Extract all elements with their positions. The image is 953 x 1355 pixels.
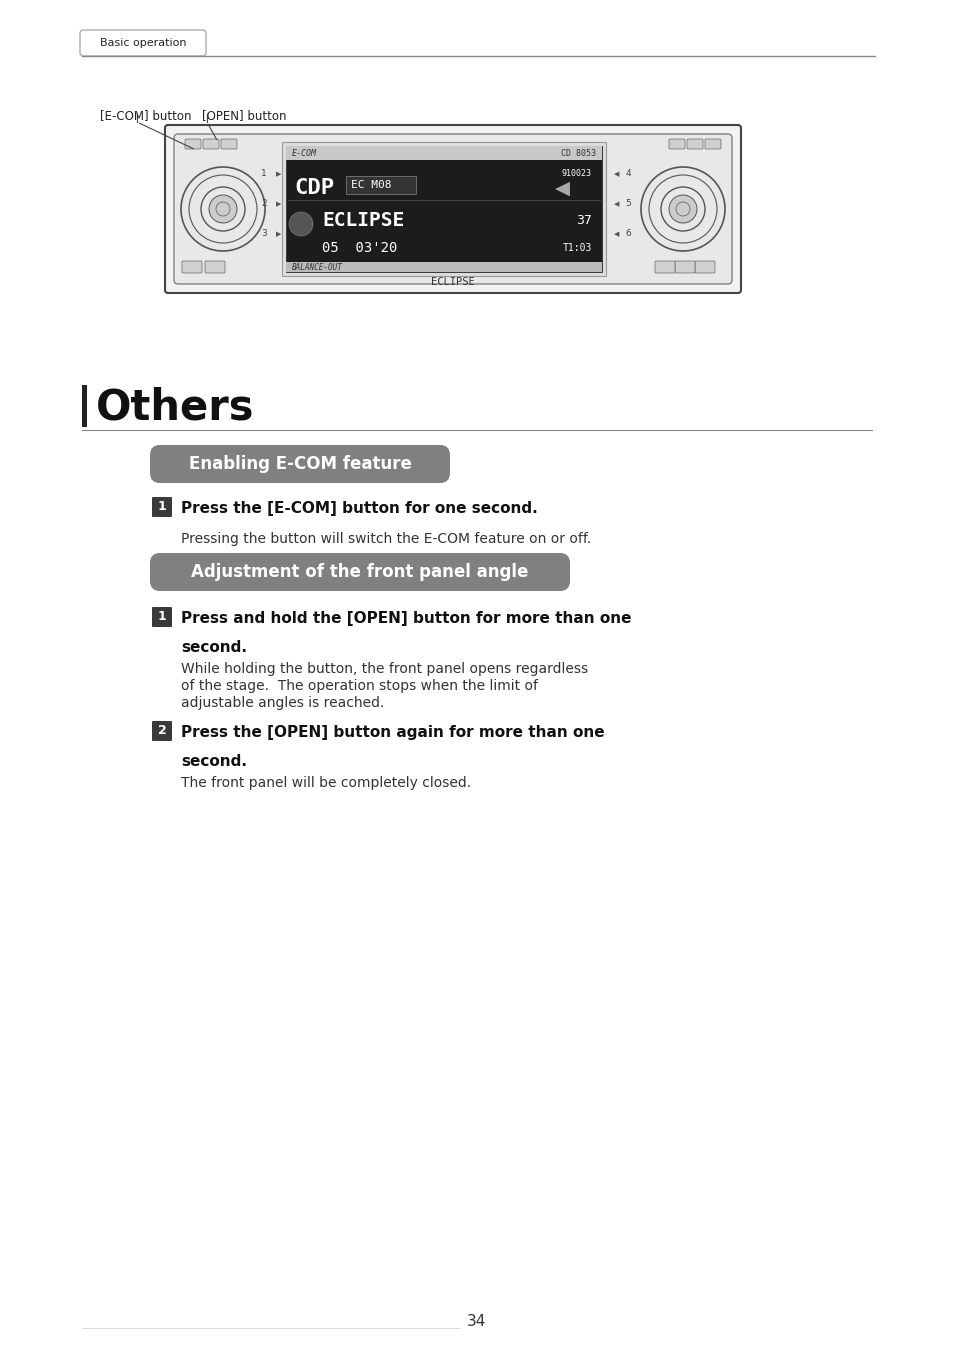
Text: second.: second. [181,753,247,770]
FancyBboxPatch shape [655,262,675,272]
Bar [282,142,605,276]
Text: Press the [OPEN] button again for more than one: Press the [OPEN] button again for more t… [181,725,604,740]
FancyBboxPatch shape [182,262,202,272]
Text: 2: 2 [261,199,267,209]
Text: ◀: ◀ [554,179,569,198]
FancyBboxPatch shape [205,262,225,272]
Text: ◀: ◀ [614,230,618,237]
FancyBboxPatch shape [221,140,236,149]
Text: Pressing the button will switch the E-COM feature on or off.: Pressing the button will switch the E-CO… [181,533,591,546]
Text: [E-COM] button: [E-COM] button [100,110,192,122]
Text: 05  03'20: 05 03'20 [322,241,397,255]
Text: ▶: ▶ [275,230,281,237]
Circle shape [676,202,689,215]
Text: The front panel will be completely closed.: The front panel will be completely close… [181,776,471,790]
Text: Adjustment of the front panel angle: Adjustment of the front panel angle [192,562,528,581]
Text: 5: 5 [624,199,630,209]
Text: BALANCE-OUT: BALANCE-OUT [292,263,342,271]
FancyBboxPatch shape [704,140,720,149]
FancyBboxPatch shape [695,262,714,272]
Text: 37: 37 [576,214,592,226]
FancyBboxPatch shape [675,262,695,272]
Circle shape [209,195,236,224]
FancyBboxPatch shape [80,30,206,56]
FancyBboxPatch shape [152,497,172,518]
FancyBboxPatch shape [150,553,569,591]
FancyBboxPatch shape [185,140,201,149]
Text: ▶: ▶ [275,171,281,178]
Text: 2: 2 [157,725,166,737]
Text: Basic operation: Basic operation [100,38,186,47]
Text: 3: 3 [261,229,267,238]
Text: Press and hold the [OPEN] button for more than one: Press and hold the [OPEN] button for mor… [181,611,631,626]
Circle shape [215,202,230,215]
Text: of the stage.  The operation stops when the limit of: of the stage. The operation stops when t… [181,679,537,692]
Text: ECLIPSE: ECLIPSE [431,276,475,287]
Text: CD 8053: CD 8053 [560,149,596,157]
Circle shape [289,211,313,236]
Bar [82,385,87,427]
FancyBboxPatch shape [668,140,684,149]
Text: Enabling E-COM feature: Enabling E-COM feature [189,455,411,473]
Text: CDP: CDP [294,178,334,198]
Text: ◀: ◀ [614,201,618,207]
Text: ▶: ▶ [275,201,281,207]
Text: second.: second. [181,640,247,654]
Text: 910023: 910023 [561,169,592,179]
FancyBboxPatch shape [150,444,450,482]
Bar [286,146,601,272]
FancyBboxPatch shape [686,140,702,149]
Text: 1: 1 [157,500,166,514]
Text: 1: 1 [157,611,166,623]
Text: adjustable angles is reached.: adjustable angles is reached. [181,696,384,710]
Text: 1: 1 [261,169,267,179]
Text: 6: 6 [624,229,630,238]
Text: Others: Others [96,388,254,430]
Text: ECLIPSE: ECLIPSE [322,210,404,229]
FancyBboxPatch shape [173,134,731,285]
Text: While holding the button, the front panel opens regardless: While holding the button, the front pane… [181,663,587,676]
Circle shape [668,195,697,224]
Bar [286,146,601,160]
Text: T1:03: T1:03 [562,243,592,253]
Text: 34: 34 [467,1314,486,1329]
FancyBboxPatch shape [165,125,740,293]
Text: 4: 4 [624,169,630,179]
Text: E-COM: E-COM [292,149,316,157]
FancyBboxPatch shape [152,721,172,741]
Bar [286,262,601,272]
Text: [OPEN] button: [OPEN] button [202,110,286,122]
FancyBboxPatch shape [203,140,219,149]
Text: EC M08: EC M08 [351,180,391,190]
FancyBboxPatch shape [152,607,172,627]
Bar [346,176,416,194]
Text: Press the [E-COM] button for one second.: Press the [E-COM] button for one second. [181,500,537,515]
Text: ◀: ◀ [614,171,618,178]
